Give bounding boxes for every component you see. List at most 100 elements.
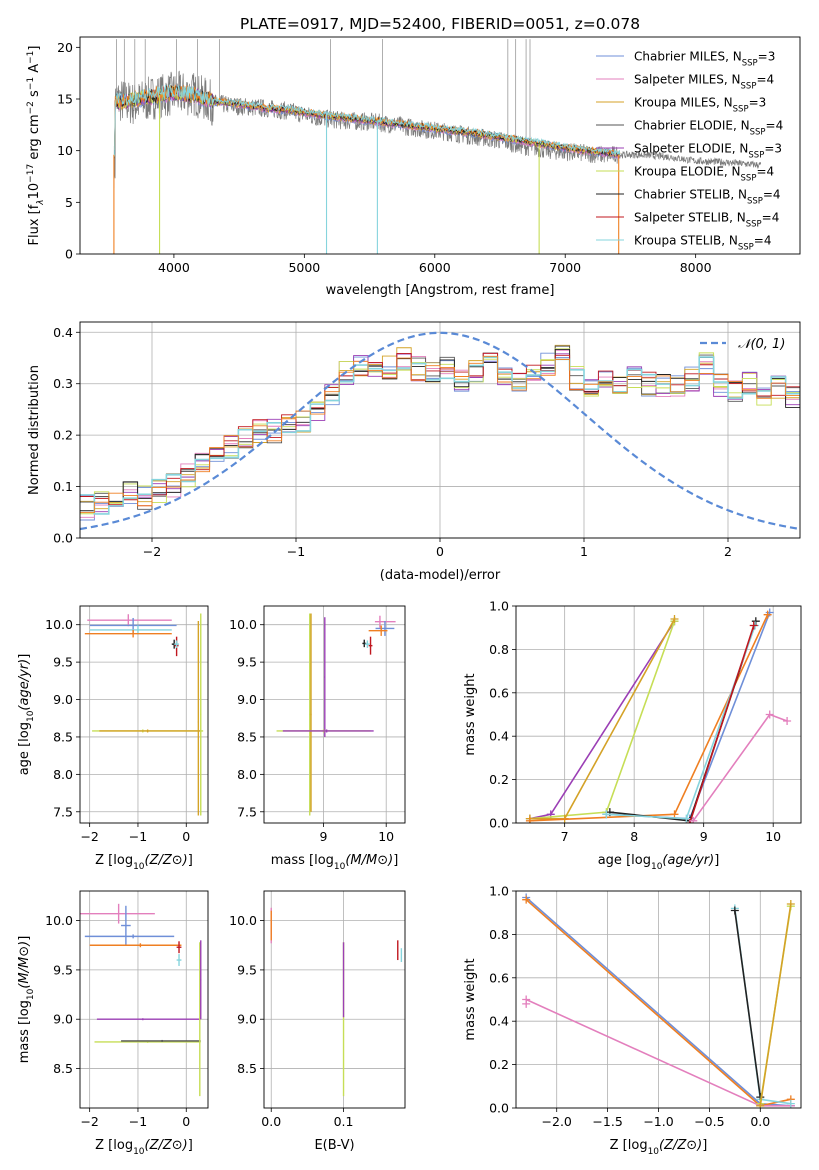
legend-count: =4 bbox=[756, 73, 774, 87]
y-tick-label: 0.0 bbox=[489, 816, 509, 831]
y-axis-label: age [log10(age/yr)] bbox=[17, 654, 36, 776]
y-tick-label: 8.5 bbox=[53, 729, 73, 744]
y-axis-label: Normed distribution bbox=[27, 365, 42, 495]
x-axis-label: wavelength [Angstrom, rest frame] bbox=[326, 283, 555, 298]
series-marker bbox=[689, 816, 698, 823]
y-axis-label-part: ] bbox=[27, 46, 42, 51]
line-plot-area bbox=[525, 608, 792, 823]
x-axis-label-suffix: ] bbox=[188, 1138, 193, 1153]
y-tick-label: 0 bbox=[65, 247, 73, 262]
x-tick-label: 0 bbox=[182, 829, 190, 844]
histogram-step bbox=[80, 348, 800, 515]
y-tick-label: 0.4 bbox=[489, 1014, 509, 1029]
legend-entry: Chabrier MILES, NSSP=3 bbox=[634, 50, 775, 69]
x-axis-label: Z [log10(Z/Z⊙)] bbox=[95, 1138, 193, 1157]
age-vs-metallicity-chart: −2 −1 07.58.08.59.09.510.0Z [log10(Z/Z⊙)]a… bbox=[17, 605, 209, 872]
legend-count: =4 bbox=[754, 234, 772, 248]
series-marker bbox=[786, 1099, 795, 1108]
legend-subscript: SSP bbox=[741, 174, 757, 184]
y-tick-label: 0.2 bbox=[53, 428, 73, 443]
x-axis-label: mass [log10(M/M⊙)] bbox=[271, 853, 399, 872]
y-axis-label-prefix: age [log bbox=[17, 722, 32, 775]
legend-subscript: SSP bbox=[748, 151, 764, 161]
series-line bbox=[734, 910, 762, 1098]
legend-count: =4 bbox=[766, 119, 784, 133]
y-axis-label-sub: 10 bbox=[26, 988, 36, 1000]
x-tick-label: 0.0 bbox=[750, 1114, 770, 1129]
y-tick-label: 0.6 bbox=[489, 685, 509, 700]
x-tick-label: 4000 bbox=[158, 260, 190, 275]
mass-vs-extinction-chart: 0.0 0.1 8.5 9.0 9.5 10.0 E(B-V) bbox=[229, 890, 406, 1153]
histogram-step bbox=[80, 349, 800, 518]
legend-count: =3 bbox=[758, 50, 776, 64]
y-tick-label: 9.5 bbox=[237, 655, 257, 670]
series-line bbox=[734, 908, 791, 1105]
y-tick-label: 8.5 bbox=[237, 1061, 257, 1076]
x-axis-label-expr: (Z/Z⊙) bbox=[659, 1138, 702, 1153]
x-axis-label-suffix: ] bbox=[393, 853, 398, 868]
x-tick-label: −1.0 bbox=[643, 1114, 673, 1129]
y-axis-label-part: λ bbox=[36, 199, 46, 205]
legend-count: =4 bbox=[762, 211, 780, 225]
legend-subscript: SSP bbox=[733, 105, 749, 115]
legend-count: =4 bbox=[756, 165, 774, 179]
legend-subscript: SSP bbox=[747, 197, 763, 207]
y-tick-label: 9.0 bbox=[237, 1012, 257, 1027]
y-tick-label: 9.0 bbox=[237, 692, 257, 707]
scatter-plot-area bbox=[84, 613, 204, 816]
x-tick-label: −1 bbox=[287, 544, 305, 559]
axes-frame bbox=[263, 890, 406, 1109]
legend-entry: Salpeter MILES, NSSP=4 bbox=[634, 73, 774, 92]
y-axis-label-part: s bbox=[27, 90, 42, 101]
x-tick-label: −1 bbox=[129, 1114, 147, 1129]
series-marker bbox=[730, 906, 739, 915]
x-axis-label-suffix: ] bbox=[188, 853, 193, 868]
legend-label: Salpeter STELIB, N bbox=[634, 211, 746, 225]
x-axis-label-suffix: ] bbox=[702, 1138, 707, 1153]
y-axis-label-part: −2 bbox=[26, 101, 36, 114]
x-axis-label-prefix: Z [log bbox=[95, 1138, 133, 1153]
x-tick-label: −2 bbox=[143, 544, 161, 559]
x-axis-label-sub: 10 bbox=[133, 1147, 145, 1157]
series-line bbox=[759, 903, 792, 1106]
x-tick-label: −2 bbox=[80, 1114, 98, 1129]
series-line bbox=[689, 625, 755, 823]
y-tick-label: 10.0 bbox=[229, 913, 257, 928]
x-axis-label-sub: 10 bbox=[133, 862, 145, 872]
y-tick-label: 0.0 bbox=[489, 1101, 509, 1116]
legend-entry: Salpeter ELODIE, NSSP=3 bbox=[634, 142, 782, 161]
series-marker bbox=[751, 617, 760, 626]
series-marker bbox=[765, 710, 774, 719]
model-fit-line bbox=[114, 83, 621, 157]
legend-label: Salpeter MILES, N bbox=[634, 73, 741, 87]
y-tick-label: 7.5 bbox=[237, 804, 257, 819]
legend-label: Kroupa MILES, N bbox=[634, 96, 733, 110]
legend-label: Kroupa STELIB, N bbox=[634, 234, 738, 248]
histogram-step bbox=[80, 356, 800, 515]
y-tick-label: 0.3 bbox=[53, 376, 73, 391]
y-tick-label: 8.0 bbox=[53, 767, 73, 782]
legend-entry: Kroupa STELIB, NSSP=4 bbox=[634, 234, 772, 253]
legend-label: Kroupa ELODIE, N bbox=[634, 165, 741, 179]
y-tick-label: 8.5 bbox=[53, 1061, 73, 1076]
y-axis-label: Flux [fλ10−17 erg cm−2 s−1 A−1] bbox=[26, 46, 46, 246]
y-axis-label-suffix: ] bbox=[17, 936, 32, 941]
y-axis-label-part: −1 bbox=[26, 51, 36, 64]
legend-entry: Chabrier ELODIE, NSSP=4 bbox=[634, 119, 783, 138]
series-line bbox=[529, 620, 676, 820]
y-axis-label-part: −1 bbox=[26, 77, 36, 90]
x-tick-label: 7000 bbox=[549, 260, 581, 275]
legend-entry: Kroupa ELODIE, NSSP=4 bbox=[634, 165, 774, 184]
y-tick-label: 8.5 bbox=[237, 729, 257, 744]
x-axis-label-prefix: age [log bbox=[598, 853, 651, 868]
x-tick-label: 10 bbox=[378, 829, 394, 844]
x-tick-label: 0.1 bbox=[334, 1114, 354, 1129]
y-axis-label: mass weight bbox=[463, 673, 478, 755]
y-tick-label: 0.8 bbox=[489, 927, 509, 942]
y-axis-label-sub: 10 bbox=[26, 710, 36, 722]
x-axis-label: E(B-V) bbox=[314, 1138, 354, 1153]
x-tick-label: −2 bbox=[80, 829, 98, 844]
y-tick-label: 1.0 bbox=[489, 599, 509, 614]
x-axis-label-sub: 10 bbox=[651, 862, 663, 872]
